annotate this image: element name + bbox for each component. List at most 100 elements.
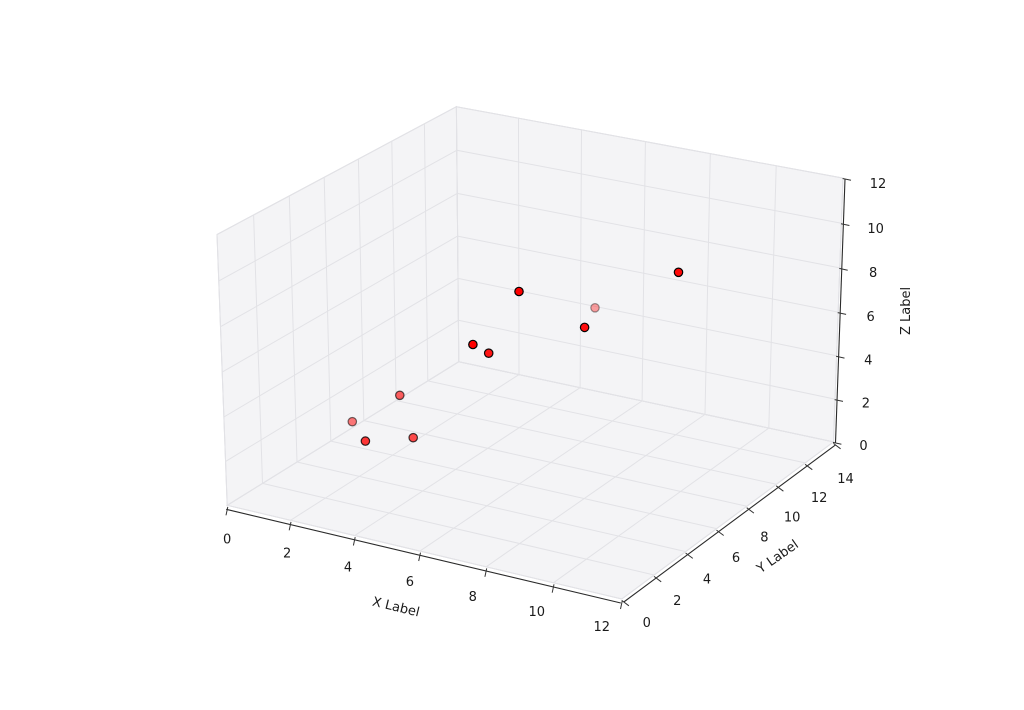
z-tick bbox=[832, 441, 842, 445]
x-tick-label: 12 bbox=[594, 620, 611, 635]
y-tick-label: 0 bbox=[643, 616, 651, 631]
y-tick-label: 10 bbox=[784, 511, 801, 526]
y-tick bbox=[653, 576, 662, 583]
z-tick-label: 2 bbox=[862, 396, 870, 411]
z-tick bbox=[840, 223, 850, 226]
y-tick bbox=[775, 485, 784, 492]
grid-line-y-floor bbox=[330, 440, 717, 530]
y-tick bbox=[746, 507, 755, 514]
scatter-point bbox=[408, 432, 418, 443]
x-tick bbox=[225, 506, 229, 516]
grid-line-x-wall bbox=[704, 153, 711, 415]
grid-line-z-left bbox=[221, 235, 458, 373]
grid-line-y-wall bbox=[323, 177, 332, 442]
grid-line-z-left bbox=[225, 319, 459, 462]
z-tick-label: 10 bbox=[867, 222, 884, 237]
y-tick bbox=[621, 600, 630, 607]
z-tick-label: 0 bbox=[859, 439, 867, 454]
grid-line-z-left bbox=[216, 106, 457, 235]
y-tick-label: 4 bbox=[703, 572, 711, 587]
y-tick-label: 6 bbox=[732, 551, 740, 566]
grid-line-z-right bbox=[457, 192, 840, 269]
axes-spines bbox=[226, 179, 846, 604]
y-tick-label: 12 bbox=[811, 491, 828, 506]
grid-line-y-wall bbox=[423, 123, 429, 381]
grid-line-y-floor bbox=[363, 420, 747, 507]
axes-ticks bbox=[225, 178, 852, 610]
axes-gridlines bbox=[216, 106, 844, 600]
grid-line-x-wall bbox=[518, 118, 520, 375]
grid-line-y-floor bbox=[296, 461, 686, 553]
grid-line-z-right bbox=[456, 106, 844, 179]
scatter-point bbox=[579, 322, 590, 333]
grid-line-y-wall bbox=[455, 106, 460, 362]
grid-line-z-left bbox=[218, 149, 458, 282]
z-tick-label: 8 bbox=[869, 266, 877, 281]
grid-line-z-left bbox=[220, 192, 458, 328]
grid-line-y-floor bbox=[227, 504, 622, 600]
grid-line-x-wall bbox=[768, 165, 777, 429]
z-tick bbox=[842, 178, 852, 181]
x-tick bbox=[484, 568, 488, 577]
z-axis-label: Z Label bbox=[899, 287, 914, 335]
x-tick bbox=[352, 536, 356, 546]
y-tick-label: 2 bbox=[673, 594, 681, 609]
scatter-point bbox=[514, 286, 524, 297]
scatter-point bbox=[394, 390, 405, 401]
grid-line-z-right bbox=[456, 149, 842, 224]
z-tick bbox=[837, 312, 847, 315]
x-tick-label: 0 bbox=[223, 532, 231, 547]
y-tick-label: 14 bbox=[837, 472, 854, 487]
grid-line-y-wall bbox=[288, 195, 298, 463]
x-tick-label: 10 bbox=[529, 605, 546, 620]
x-tick bbox=[620, 600, 623, 610]
scatter-point bbox=[347, 416, 358, 427]
z-tick bbox=[839, 267, 848, 271]
x-tick bbox=[288, 521, 292, 531]
grid-line-y-wall bbox=[391, 141, 397, 401]
z-tick-label: 6 bbox=[867, 310, 875, 325]
x-tick-label: 8 bbox=[469, 590, 477, 605]
x-tick bbox=[551, 584, 555, 593]
grid-line-z-right bbox=[458, 319, 836, 400]
scatter-point bbox=[483, 348, 494, 358]
grid-line-x-floor bbox=[354, 387, 581, 537]
grid-line-y-wall bbox=[253, 214, 263, 484]
grid-line-y-floor bbox=[395, 400, 777, 485]
y-axis-spine bbox=[623, 444, 836, 603]
axes-tick-labels: 0 2 4 6 8 10 12 0 2 4 6 8 10 12 14 0 2 4 6 8 10 12 bbox=[223, 177, 886, 635]
x-tick-label: 4 bbox=[344, 561, 352, 576]
grid-line-x-wall bbox=[641, 141, 646, 401]
grid-line-z-right bbox=[457, 235, 839, 313]
grid-line-z-right bbox=[458, 361, 834, 443]
grid-line-z-left bbox=[223, 277, 459, 418]
x-axis-spine bbox=[226, 508, 621, 604]
y-tick bbox=[685, 552, 694, 559]
axes-panes bbox=[216, 105, 844, 600]
scatter-point bbox=[468, 339, 478, 350]
grid-line-x-floor bbox=[553, 427, 770, 584]
y-tick bbox=[833, 442, 841, 450]
scatter-point bbox=[673, 267, 684, 278]
grid-line-x-wall bbox=[833, 178, 844, 442]
y-tick bbox=[804, 463, 813, 471]
z-axis-spine bbox=[834, 179, 846, 443]
y-tick bbox=[716, 529, 725, 536]
x-tick-label: 2 bbox=[283, 546, 291, 561]
z-tick-label: 4 bbox=[864, 354, 872, 369]
y-tick-label: 8 bbox=[760, 531, 768, 546]
z-tick bbox=[834, 399, 844, 402]
grid-line-y-floor bbox=[427, 380, 806, 464]
grid-line-x-floor bbox=[621, 441, 834, 600]
grid-line-y-floor bbox=[262, 482, 655, 576]
grid-line-x-wall bbox=[579, 129, 582, 388]
grid-line-y-wall bbox=[216, 234, 228, 506]
z-tick-label: 12 bbox=[870, 177, 887, 192]
grid-line-x-floor bbox=[419, 400, 643, 552]
grid-line-z-left bbox=[226, 361, 460, 506]
grid-line-x-floor bbox=[485, 413, 706, 568]
grid-line-y-wall bbox=[357, 159, 365, 421]
x-tick bbox=[418, 552, 421, 562]
